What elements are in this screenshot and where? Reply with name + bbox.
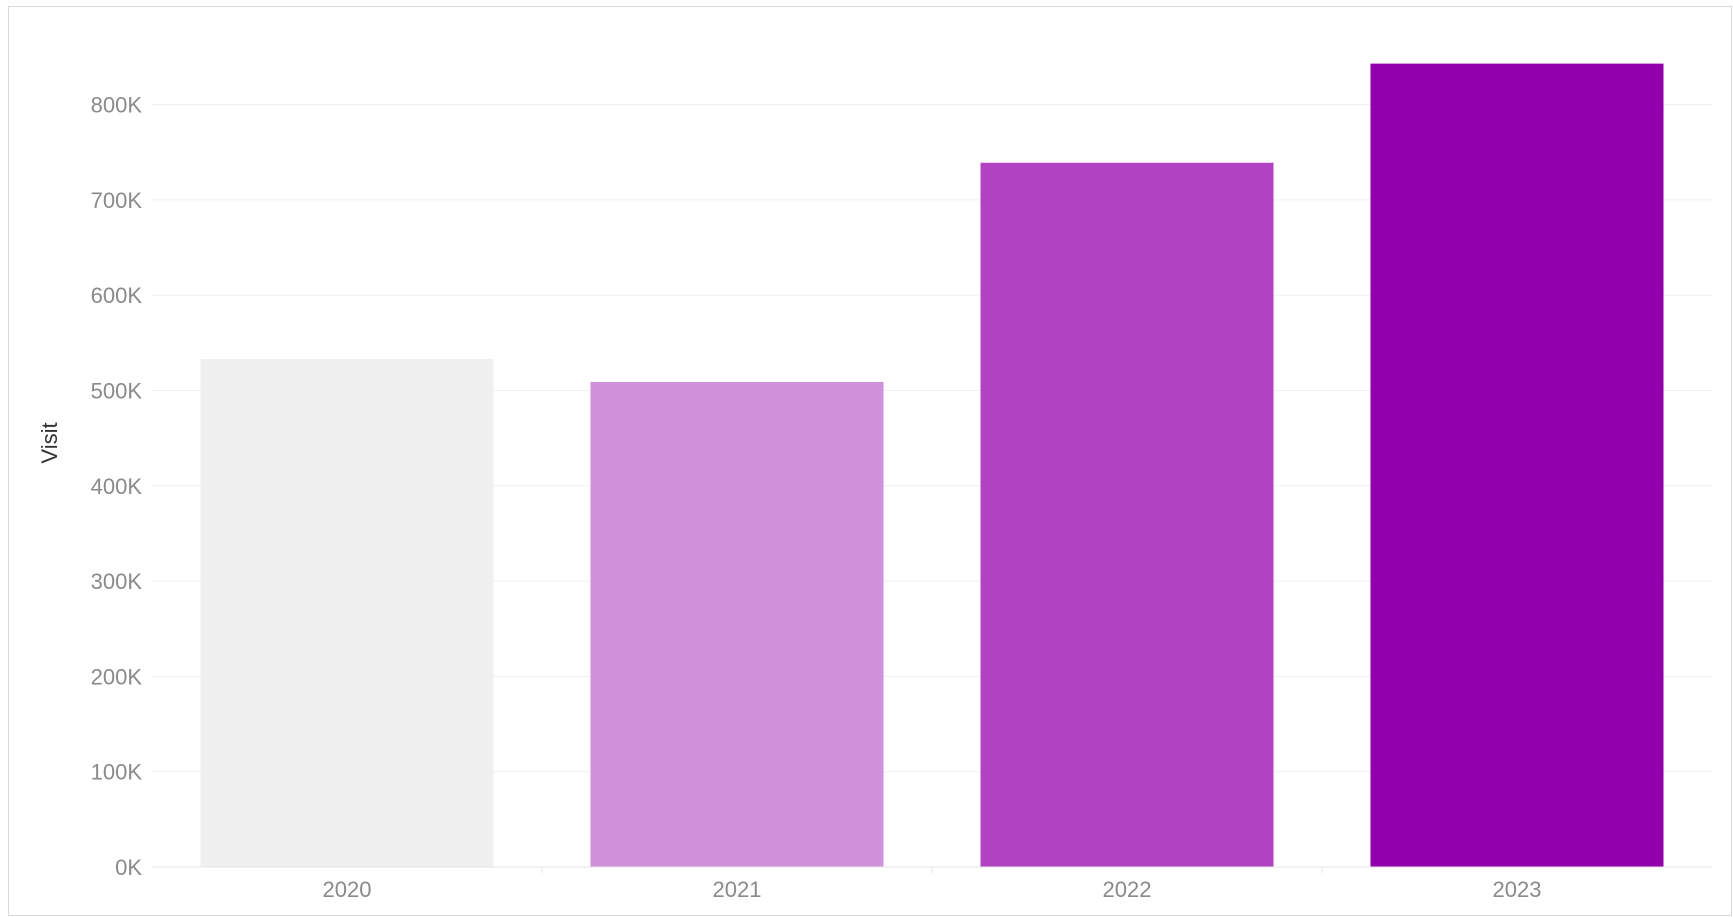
y-axis: 0K 100K 200K 300K 400K 500K 600K 700K 800K — [91, 93, 143, 880]
y-tick-label: 300K — [91, 569, 143, 594]
y-axis-title: Visit — [37, 422, 62, 463]
bar-2022[interactable] — [981, 163, 1274, 867]
y-tick-label: 700K — [91, 188, 143, 213]
y-tick-label: 600K — [91, 283, 143, 308]
y-tick-label: 400K — [91, 474, 143, 499]
x-tick-label: 2020 — [323, 877, 372, 902]
bars — [201, 64, 1664, 867]
bar-2020[interactable] — [201, 359, 494, 867]
y-tick-label: 0K — [115, 855, 142, 880]
y-tick-label: 500K — [91, 379, 143, 404]
y-tick-label: 800K — [91, 93, 143, 118]
y-tick-label: 200K — [91, 664, 143, 689]
bar-2023[interactable] — [1371, 64, 1664, 867]
x-tick-label: 2023 — [1493, 877, 1542, 902]
x-axis-ticks: 2020 2021 2022 2023 — [323, 867, 1542, 902]
bar-2021[interactable] — [591, 382, 884, 867]
x-tick-label: 2022 — [1103, 877, 1152, 902]
x-tick-label: 2021 — [713, 877, 762, 902]
y-tick-label: 100K — [91, 760, 143, 785]
